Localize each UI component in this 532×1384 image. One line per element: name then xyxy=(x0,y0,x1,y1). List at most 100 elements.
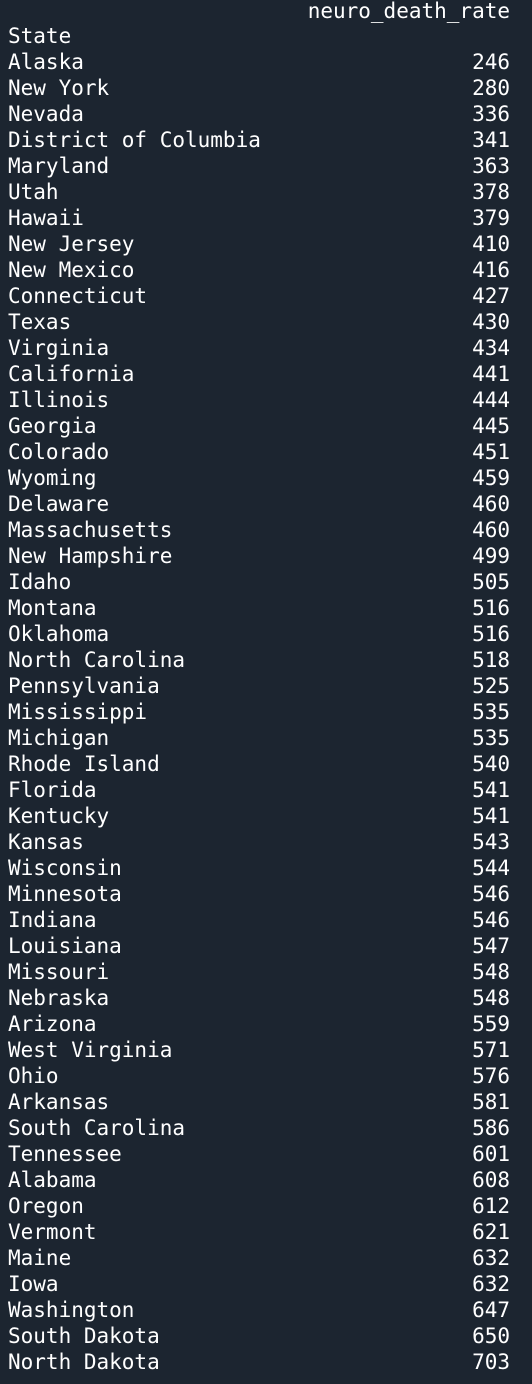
death-rate-value: 434 xyxy=(472,336,510,360)
death-rate-value: 516 xyxy=(472,596,510,620)
table-row: New York 280 xyxy=(8,75,510,101)
state-name: Maine xyxy=(8,1246,72,1270)
table-row: North Dakota 703 xyxy=(8,1349,510,1375)
table-row: District of Columbia 341 xyxy=(8,127,510,153)
death-rate-value: 548 xyxy=(472,960,510,984)
table-row: Idaho 505 xyxy=(8,569,510,595)
table-row: Maine 632 xyxy=(8,1245,510,1271)
death-rate-value: 546 xyxy=(472,908,510,932)
state-name: Hawaii xyxy=(8,206,84,230)
death-rate-value: 547 xyxy=(472,934,510,958)
death-rate-value: 586 xyxy=(472,1116,510,1140)
death-rate-value: 410 xyxy=(472,232,510,256)
state-name: Oklahoma xyxy=(8,622,110,646)
death-rate-value: 379 xyxy=(472,206,510,230)
state-name: Wyoming xyxy=(8,466,97,490)
death-rate-value: 416 xyxy=(472,258,510,282)
table-row: North Carolina 518 xyxy=(8,647,510,673)
table-row: Pennsylvania 525 xyxy=(8,673,510,699)
state-name: California xyxy=(8,362,135,386)
table-row: Missouri 548 xyxy=(8,959,510,985)
death-rate-value: 460 xyxy=(472,518,510,542)
state-name: Iowa xyxy=(8,1272,59,1296)
state-name: Alabama xyxy=(8,1168,97,1192)
death-rate-value: 525 xyxy=(472,674,510,698)
death-rate-value: 246 xyxy=(472,50,510,74)
state-name: Alaska xyxy=(8,50,84,74)
table-row: Washington 647 xyxy=(8,1297,510,1323)
state-name: Arkansas xyxy=(8,1090,110,1114)
death-rate-value: 505 xyxy=(472,570,510,594)
state-name: Oregon xyxy=(8,1194,84,1218)
state-name: Ohio xyxy=(8,1064,59,1088)
table-row: Delaware 460 xyxy=(8,491,510,517)
death-rate-value: 430 xyxy=(472,310,510,334)
table-row: Arizona 559 xyxy=(8,1011,510,1037)
table-row: Iowa 632 xyxy=(8,1271,510,1297)
dataframe-output: neuro_death_rate State Alaska 246 New York… xyxy=(8,0,510,1375)
death-rate-value: 541 xyxy=(472,778,510,802)
table-row: Massachusetts 460 xyxy=(8,517,510,543)
state-name: Delaware xyxy=(8,492,110,516)
state-name: North Carolina xyxy=(8,648,186,672)
table-row: Tennessee 601 xyxy=(8,1141,510,1167)
death-rate-value: 650 xyxy=(472,1324,510,1348)
table-row: Utah 378 xyxy=(8,179,510,205)
state-name: New Hampshire xyxy=(8,544,173,568)
index-name-row: State xyxy=(8,23,510,49)
death-rate-value: 427 xyxy=(472,284,510,308)
state-name: South Carolina xyxy=(8,1116,186,1140)
death-rate-value: 363 xyxy=(472,154,510,178)
table-row: Kentucky 541 xyxy=(8,803,510,829)
death-rate-value: 608 xyxy=(472,1168,510,1192)
death-rate-value: 499 xyxy=(472,544,510,568)
death-rate-value: 703 xyxy=(472,1350,510,1374)
table-row: New Mexico 416 xyxy=(8,257,510,283)
table-row: New Hampshire 499 xyxy=(8,543,510,569)
table-row: Florida 541 xyxy=(8,777,510,803)
table-row: Mississippi 535 xyxy=(8,699,510,725)
state-name: Florida xyxy=(8,778,97,802)
death-rate-value: 444 xyxy=(472,388,510,412)
state-name: Michigan xyxy=(8,726,110,750)
state-name: Louisiana xyxy=(8,934,122,958)
death-rate-value: 445 xyxy=(472,414,510,438)
state-name: Wisconsin xyxy=(8,856,122,880)
death-rate-value: 543 xyxy=(472,830,510,854)
state-name: Georgia xyxy=(8,414,97,438)
table-row: California 441 xyxy=(8,361,510,387)
state-name: New Jersey xyxy=(8,232,135,256)
death-rate-value: 378 xyxy=(472,180,510,204)
table-row: Illinois 444 xyxy=(8,387,510,413)
table-row: Kansas 543 xyxy=(8,829,510,855)
state-name: Texas xyxy=(8,310,72,334)
death-rate-value: 612 xyxy=(472,1194,510,1218)
state-name: Missouri xyxy=(8,960,110,984)
death-rate-value: 548 xyxy=(472,986,510,1010)
state-name: Rhode Island xyxy=(8,752,160,776)
index-name: State xyxy=(8,24,72,48)
table-row: Ohio 576 xyxy=(8,1063,510,1089)
state-name: North Dakota xyxy=(8,1350,160,1374)
death-rate-value: 535 xyxy=(472,726,510,750)
table-row: Alaska 246 xyxy=(8,49,510,75)
table-row: Rhode Island 540 xyxy=(8,751,510,777)
table-row: Maryland 363 xyxy=(8,153,510,179)
state-name: Kansas xyxy=(8,830,84,854)
table-row: Virginia 434 xyxy=(8,335,510,361)
state-name: Idaho xyxy=(8,570,72,594)
table-row: Hawaii 379 xyxy=(8,205,510,231)
state-name: Nebraska xyxy=(8,986,110,1010)
death-rate-value: 559 xyxy=(472,1012,510,1036)
table-row: Alabama 608 xyxy=(8,1167,510,1193)
death-rate-value: 441 xyxy=(472,362,510,386)
table-row: Wyoming 459 xyxy=(8,465,510,491)
table-row: Connecticut 427 xyxy=(8,283,510,309)
table-row: West Virginia 571 xyxy=(8,1037,510,1063)
column-header-row: neuro_death_rate xyxy=(8,0,510,23)
table-row: New Jersey 410 xyxy=(8,231,510,257)
death-rate-value: 451 xyxy=(472,440,510,464)
table-row: Indiana 546 xyxy=(8,907,510,933)
death-rate-value: 516 xyxy=(472,622,510,646)
death-rate-value: 576 xyxy=(472,1064,510,1088)
